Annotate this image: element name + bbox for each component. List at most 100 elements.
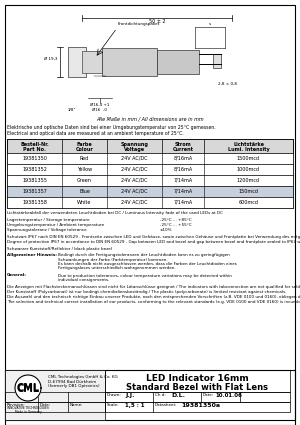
Text: Spannung: Spannung xyxy=(121,142,148,147)
Text: 1,5 : 1: 1,5 : 1 xyxy=(125,403,145,408)
Text: Date:: Date: xyxy=(40,403,51,407)
Text: Due to production tolerances, colour temperature variations may be detected with: Due to production tolerances, colour tem… xyxy=(58,274,232,278)
Text: Electrical and optical data are measured at an ambient temperature of 25°C.: Electrical and optical data are measured… xyxy=(7,131,184,136)
Text: Lagertemperatur / Storage temperature: Lagertemperatur / Storage temperature xyxy=(7,218,89,222)
Text: 7/14mA: 7/14mA xyxy=(173,199,193,204)
Bar xyxy=(7,175,293,186)
Text: Part No.: Part No. xyxy=(23,147,46,152)
Bar xyxy=(5,370,295,420)
Bar xyxy=(5,392,105,402)
Text: Lumi. Intensity: Lumi. Intensity xyxy=(228,147,269,152)
Bar xyxy=(157,50,199,74)
Text: Schwarzer Kunststoff/Reflektor / black plastic bezel: Schwarzer Kunststoff/Reflektor / black p… xyxy=(7,247,112,251)
Text: LED Indicator 16mm: LED Indicator 16mm xyxy=(146,374,249,383)
Text: -25°C ... +55°C: -25°C ... +55°C xyxy=(160,223,192,227)
Text: 7/14mA: 7/14mA xyxy=(173,189,193,193)
Text: 24V AC/DC: 24V AC/DC xyxy=(121,156,148,161)
Text: Voltage: Voltage xyxy=(124,147,145,152)
Text: CML: CML xyxy=(16,383,40,393)
Text: Revision:: Revision: xyxy=(7,403,26,407)
Text: General:: General: xyxy=(7,274,27,278)
Text: Lichtstärkeabfall der verwendeten Leuchtdioden bei DC / Luminous Intensity fade : Lichtstärkeabfall der verwendeten Leucht… xyxy=(7,211,223,215)
Bar xyxy=(5,402,105,412)
Bar xyxy=(213,54,221,68)
Text: Blue: Blue xyxy=(79,189,90,193)
Text: 24V AC/DC: 24V AC/DC xyxy=(121,199,148,204)
Text: Die Anzeigen mit Flachsteckernanschlüssen sind nicht für Lötanschlüsse geeignet : Die Anzeigen mit Flachsteckernanschlüsse… xyxy=(7,285,300,289)
Text: Ø16  -0: Ø16 -0 xyxy=(92,108,107,112)
Text: Ø 19,3: Ø 19,3 xyxy=(44,57,58,61)
Text: -25°C ... +85°C: -25°C ... +85°C xyxy=(160,218,192,222)
Text: Es kann deshalb nicht ausgeschlossen werden, dass die Farben der Leuchtdioden ei: Es kann deshalb nicht ausgeschlossen wer… xyxy=(58,262,237,266)
Text: ±10%: ±10% xyxy=(160,228,172,232)
Text: 1000mcd: 1000mcd xyxy=(237,167,260,172)
Text: Allgemeiner Hinweis:: Allgemeiner Hinweis: xyxy=(7,253,57,257)
Text: 24V AC/DC: 24V AC/DC xyxy=(121,189,148,193)
Text: 19381350a: 19381350a xyxy=(181,403,220,408)
Text: Current: Current xyxy=(172,147,194,152)
Text: 1500mcd: 1500mcd xyxy=(237,156,260,161)
Text: Green: Green xyxy=(77,178,92,182)
Text: Frontdichtungspaket: Frontdichtungspaket xyxy=(118,22,160,26)
Text: D.L.: D.L. xyxy=(171,393,185,398)
Text: Der Kunststoff (Polycarbonat) ist nur bedingt chemikaliensbeständig / The plasti: Der Kunststoff (Polycarbonat) ist nur be… xyxy=(7,290,286,294)
Text: individual consignments.: individual consignments. xyxy=(58,278,110,282)
Polygon shape xyxy=(15,375,41,401)
Text: Datasheet:: Datasheet: xyxy=(155,403,178,407)
Text: CML: CML xyxy=(16,384,40,394)
Bar xyxy=(105,392,290,402)
Text: CML Technologies GmbH & Co. KG
D-67994 Bad Dürkheim
(formerly DB1 Optronics): CML Technologies GmbH & Co. KG D-67994 B… xyxy=(48,375,118,388)
Text: J.J.: J.J. xyxy=(125,393,134,398)
Text: 19381358: 19381358 xyxy=(22,199,47,204)
Bar xyxy=(7,164,293,175)
Text: 1/8": 1/8" xyxy=(68,108,76,112)
Bar xyxy=(82,51,102,73)
Text: Standard Bezel with Flat Lens: Standard Bezel with Flat Lens xyxy=(127,383,268,392)
Text: 600mcd: 600mcd xyxy=(238,199,259,204)
Bar xyxy=(68,47,86,77)
Text: INNOVATIVE TECHNOLOGIES: INNOVATIVE TECHNOLOGIES xyxy=(7,406,49,410)
Text: 19381357: 19381357 xyxy=(22,189,47,193)
Text: Made in Germany: Made in Germany xyxy=(15,410,41,414)
Text: 24V AC/DC: 24V AC/DC xyxy=(121,178,148,182)
Text: 19381350: 19381350 xyxy=(22,156,47,161)
Text: 50 ± 2: 50 ± 2 xyxy=(149,19,165,24)
Text: 19381355: 19381355 xyxy=(22,178,47,182)
Text: 2,8 × 0,8: 2,8 × 0,8 xyxy=(218,82,237,86)
Text: Red: Red xyxy=(80,156,89,161)
Text: Name:: Name: xyxy=(70,403,83,407)
Text: 8/16mA: 8/16mA xyxy=(173,156,193,161)
Text: Ch d:: Ch d: xyxy=(155,393,166,397)
Text: Scale:: Scale: xyxy=(107,403,119,407)
Text: Schutzart IP67 nach DIN EN 60529 - Frontseite zwischen LED und Gehäuse, sowie zw: Schutzart IP67 nach DIN EN 60529 - Front… xyxy=(7,235,300,239)
Text: White: White xyxy=(77,199,92,204)
Text: Umgebungstemperatur / Ambient temperature: Umgebungstemperatur / Ambient temperatur… xyxy=(7,223,104,227)
Text: Fertigungsloses unterschiedlich wahrgenommen werden.: Fertigungsloses unterschiedlich wahrgeno… xyxy=(58,266,176,270)
Bar xyxy=(7,139,293,153)
Text: Schwankungen der Farbe (Farbtemperatur) kommen.: Schwankungen der Farbe (Farbtemperatur) … xyxy=(58,258,168,261)
Bar xyxy=(5,370,105,420)
Text: Bestell-Nr.: Bestell-Nr. xyxy=(20,142,49,147)
Text: s: s xyxy=(209,22,211,26)
Text: 10.01.06: 10.01.06 xyxy=(215,393,242,398)
Text: The selection and technical correct installation of our products, conforming to : The selection and technical correct inst… xyxy=(7,300,300,303)
Text: 19381352: 19381352 xyxy=(22,167,47,172)
Bar xyxy=(7,186,293,197)
Text: Farbe: Farbe xyxy=(76,142,92,147)
Bar xyxy=(7,153,293,164)
Text: 7/14mA: 7/14mA xyxy=(173,178,193,182)
Text: 150mcd: 150mcd xyxy=(238,189,259,193)
Text: Degree of protection IP67 in accordance to DIN EN 60529 - Gap between LED and be: Degree of protection IP67 in accordance … xyxy=(7,240,300,244)
Text: Yellow: Yellow xyxy=(77,167,92,172)
Text: Lichtstärke: Lichtstärke xyxy=(233,142,264,147)
Text: Ø16,4 +1: Ø16,4 +1 xyxy=(90,103,110,107)
Bar xyxy=(105,370,290,392)
Bar xyxy=(7,197,293,208)
Text: Bedingt durch die Fertigungstoleranzen der Leuchtdioden kann es zu geringfügigen: Bedingt durch die Fertigungstoleranzen d… xyxy=(58,253,230,257)
Text: 24V AC/DC: 24V AC/DC xyxy=(121,167,148,172)
Bar xyxy=(102,48,157,76)
Text: Die Auswahl und den technisch richtige Einbau unserer Produkte, nach den entspre: Die Auswahl und den technisch richtige E… xyxy=(7,295,300,299)
Text: 1200mcd: 1200mcd xyxy=(237,178,260,182)
Bar xyxy=(105,402,290,412)
Text: Strom: Strom xyxy=(175,142,191,147)
